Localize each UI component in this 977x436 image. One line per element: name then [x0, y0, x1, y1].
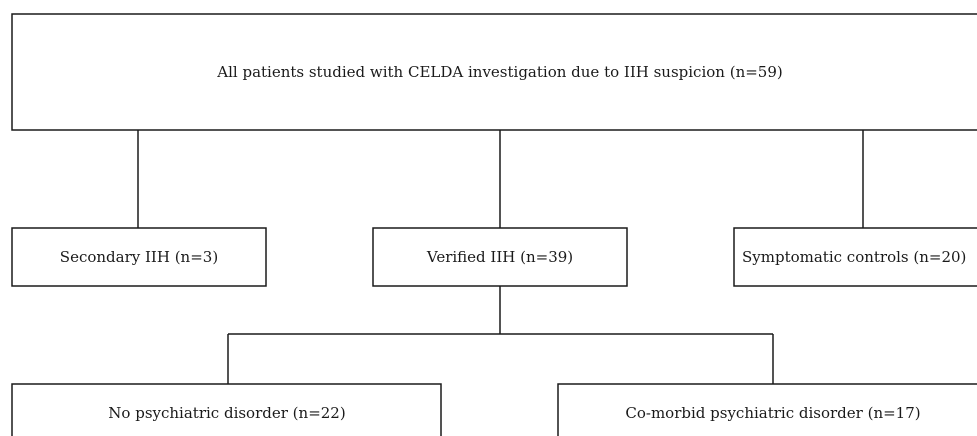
node-box: [372, 227, 628, 287]
node-box: [733, 227, 977, 287]
node-label: Verified IIH (n=39): [426, 248, 573, 266]
node-label: Co-morbid psychiatric disorder (n=17): [625, 404, 920, 422]
node-label: No psychiatric disorder (n=22): [108, 404, 345, 422]
node-box: [557, 383, 977, 436]
node-label: Secondary IIH (n=3): [60, 248, 218, 266]
node-box: [11, 383, 442, 436]
node-box: [11, 227, 267, 287]
node-label: All patients studied with CELDA investig…: [216, 63, 782, 81]
node-box: [11, 13, 977, 131]
node-label: Symptomatic controls (n=20): [742, 248, 966, 266]
